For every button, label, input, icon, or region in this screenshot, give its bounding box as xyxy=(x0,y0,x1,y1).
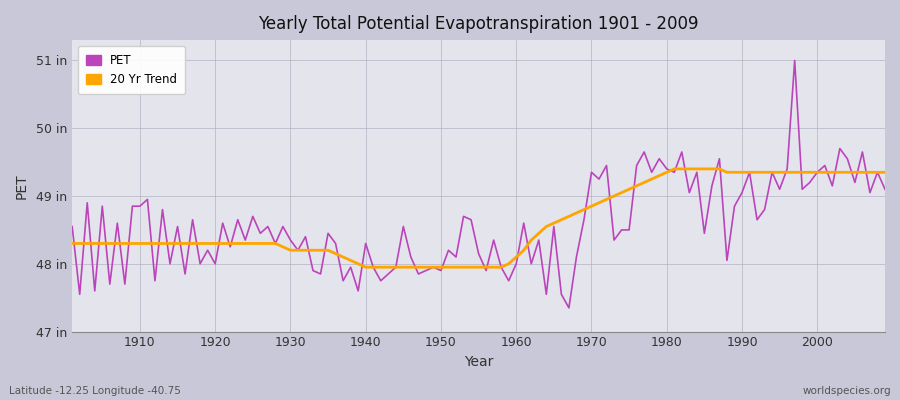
Text: Latitude -12.25 Longitude -40.75: Latitude -12.25 Longitude -40.75 xyxy=(9,386,181,396)
Text: worldspecies.org: worldspecies.org xyxy=(803,386,891,396)
Y-axis label: PET: PET xyxy=(15,173,29,199)
Legend: PET, 20 Yr Trend: PET, 20 Yr Trend xyxy=(78,46,185,94)
Title: Yearly Total Potential Evapotranspiration 1901 - 2009: Yearly Total Potential Evapotranspiratio… xyxy=(258,15,698,33)
X-axis label: Year: Year xyxy=(464,355,493,369)
